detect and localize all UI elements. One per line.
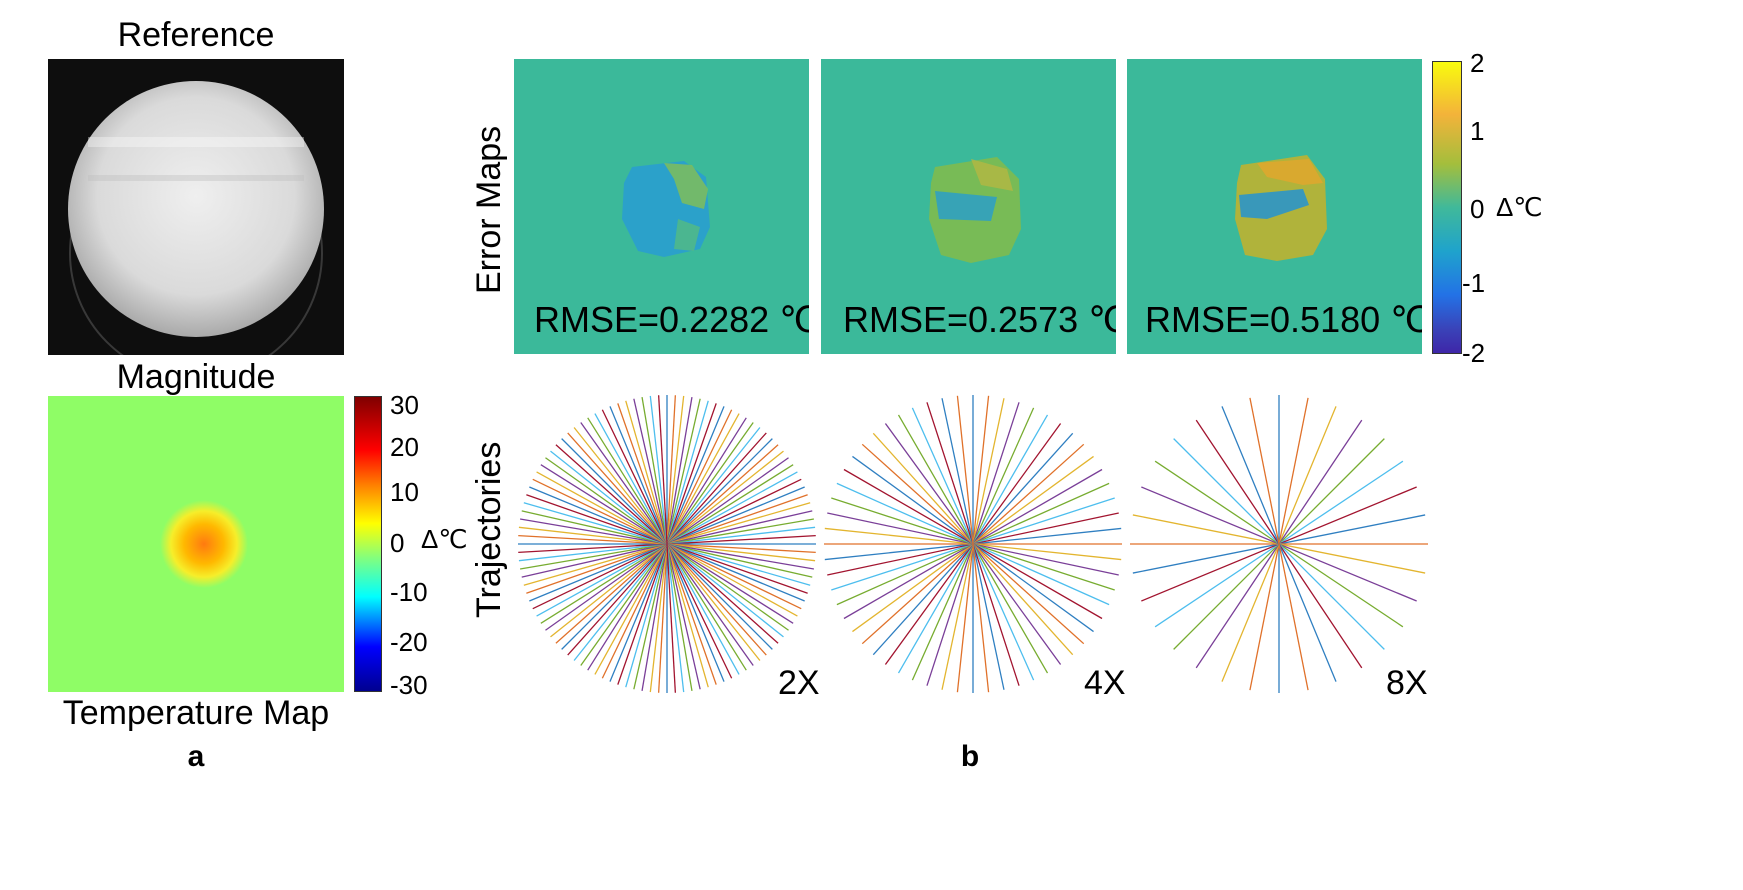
magnitude-label: Magnitude (116, 358, 276, 396)
error-blob-3 (1235, 155, 1327, 261)
reference-title: Reference (117, 16, 275, 54)
temp-tick-m30: -30 (390, 670, 428, 700)
factor-2x: 2X (778, 664, 820, 702)
trajectory-plot-3 (1126, 391, 1432, 697)
trajectory-spoke (657, 395, 677, 693)
trajectory-spokes-1 (518, 395, 816, 693)
magnitude-image (48, 59, 344, 380)
temp-tick-0: 0 (390, 528, 405, 558)
rmse-2: RMSE=0.2573 ℃ (843, 299, 1116, 340)
trajectory-spoke (1249, 397, 1309, 691)
temp-tick-20: 20 (390, 432, 419, 462)
trajectory-spokes-3 (1130, 395, 1428, 693)
hotspot-graphic (160, 500, 248, 588)
trajectory-plot-2 (820, 391, 1126, 697)
temperature-map (48, 396, 344, 692)
error-tick-m1: -1 (1462, 268, 1486, 298)
temperature-map-label: Temperature Map (62, 694, 330, 732)
trajectory-plot-1 (514, 391, 820, 697)
error-map-2: RMSE=0.2573 ℃ (821, 59, 1116, 354)
error-colorbar (1432, 61, 1462, 354)
temp-tick-m20: -20 (390, 627, 428, 657)
temp-tick-m10: -10 (390, 577, 428, 607)
temp-unit: Δ℃ (421, 524, 468, 554)
error-tick-0: 0 (1470, 194, 1485, 224)
error-blob-1 (622, 161, 710, 257)
error-unit: Δ℃ (1496, 192, 1543, 222)
trajectories-label: Trajectories (470, 441, 508, 618)
error-tick-m2: -2 (1462, 338, 1486, 368)
trajectory-spoke (956, 395, 990, 693)
factor-8x: 8X (1386, 664, 1428, 702)
error-tick-2: 2 (1470, 48, 1485, 78)
magnitude-phantom-graphic (68, 81, 324, 380)
temperature-colorbar (354, 396, 382, 692)
error-map-1: RMSE=0.2282 ℃ (514, 59, 809, 354)
temp-tick-30: 30 (390, 390, 419, 420)
panel-b-letter: b (960, 740, 980, 773)
rmse-1: RMSE=0.2282 ℃ (534, 299, 809, 340)
error-tick-1: 1 (1470, 116, 1485, 146)
panel-a-letter: a (187, 740, 205, 773)
trajectory-spokes-2 (824, 395, 1122, 693)
error-blob-2 (929, 157, 1021, 263)
rmse-3: RMSE=0.5180 ℃ (1145, 299, 1422, 340)
factor-4x: 4X (1084, 664, 1126, 702)
temp-tick-10: 10 (390, 477, 419, 507)
error-maps-label: Error Maps (470, 125, 508, 294)
error-map-3: RMSE=0.5180 ℃ (1127, 59, 1422, 354)
